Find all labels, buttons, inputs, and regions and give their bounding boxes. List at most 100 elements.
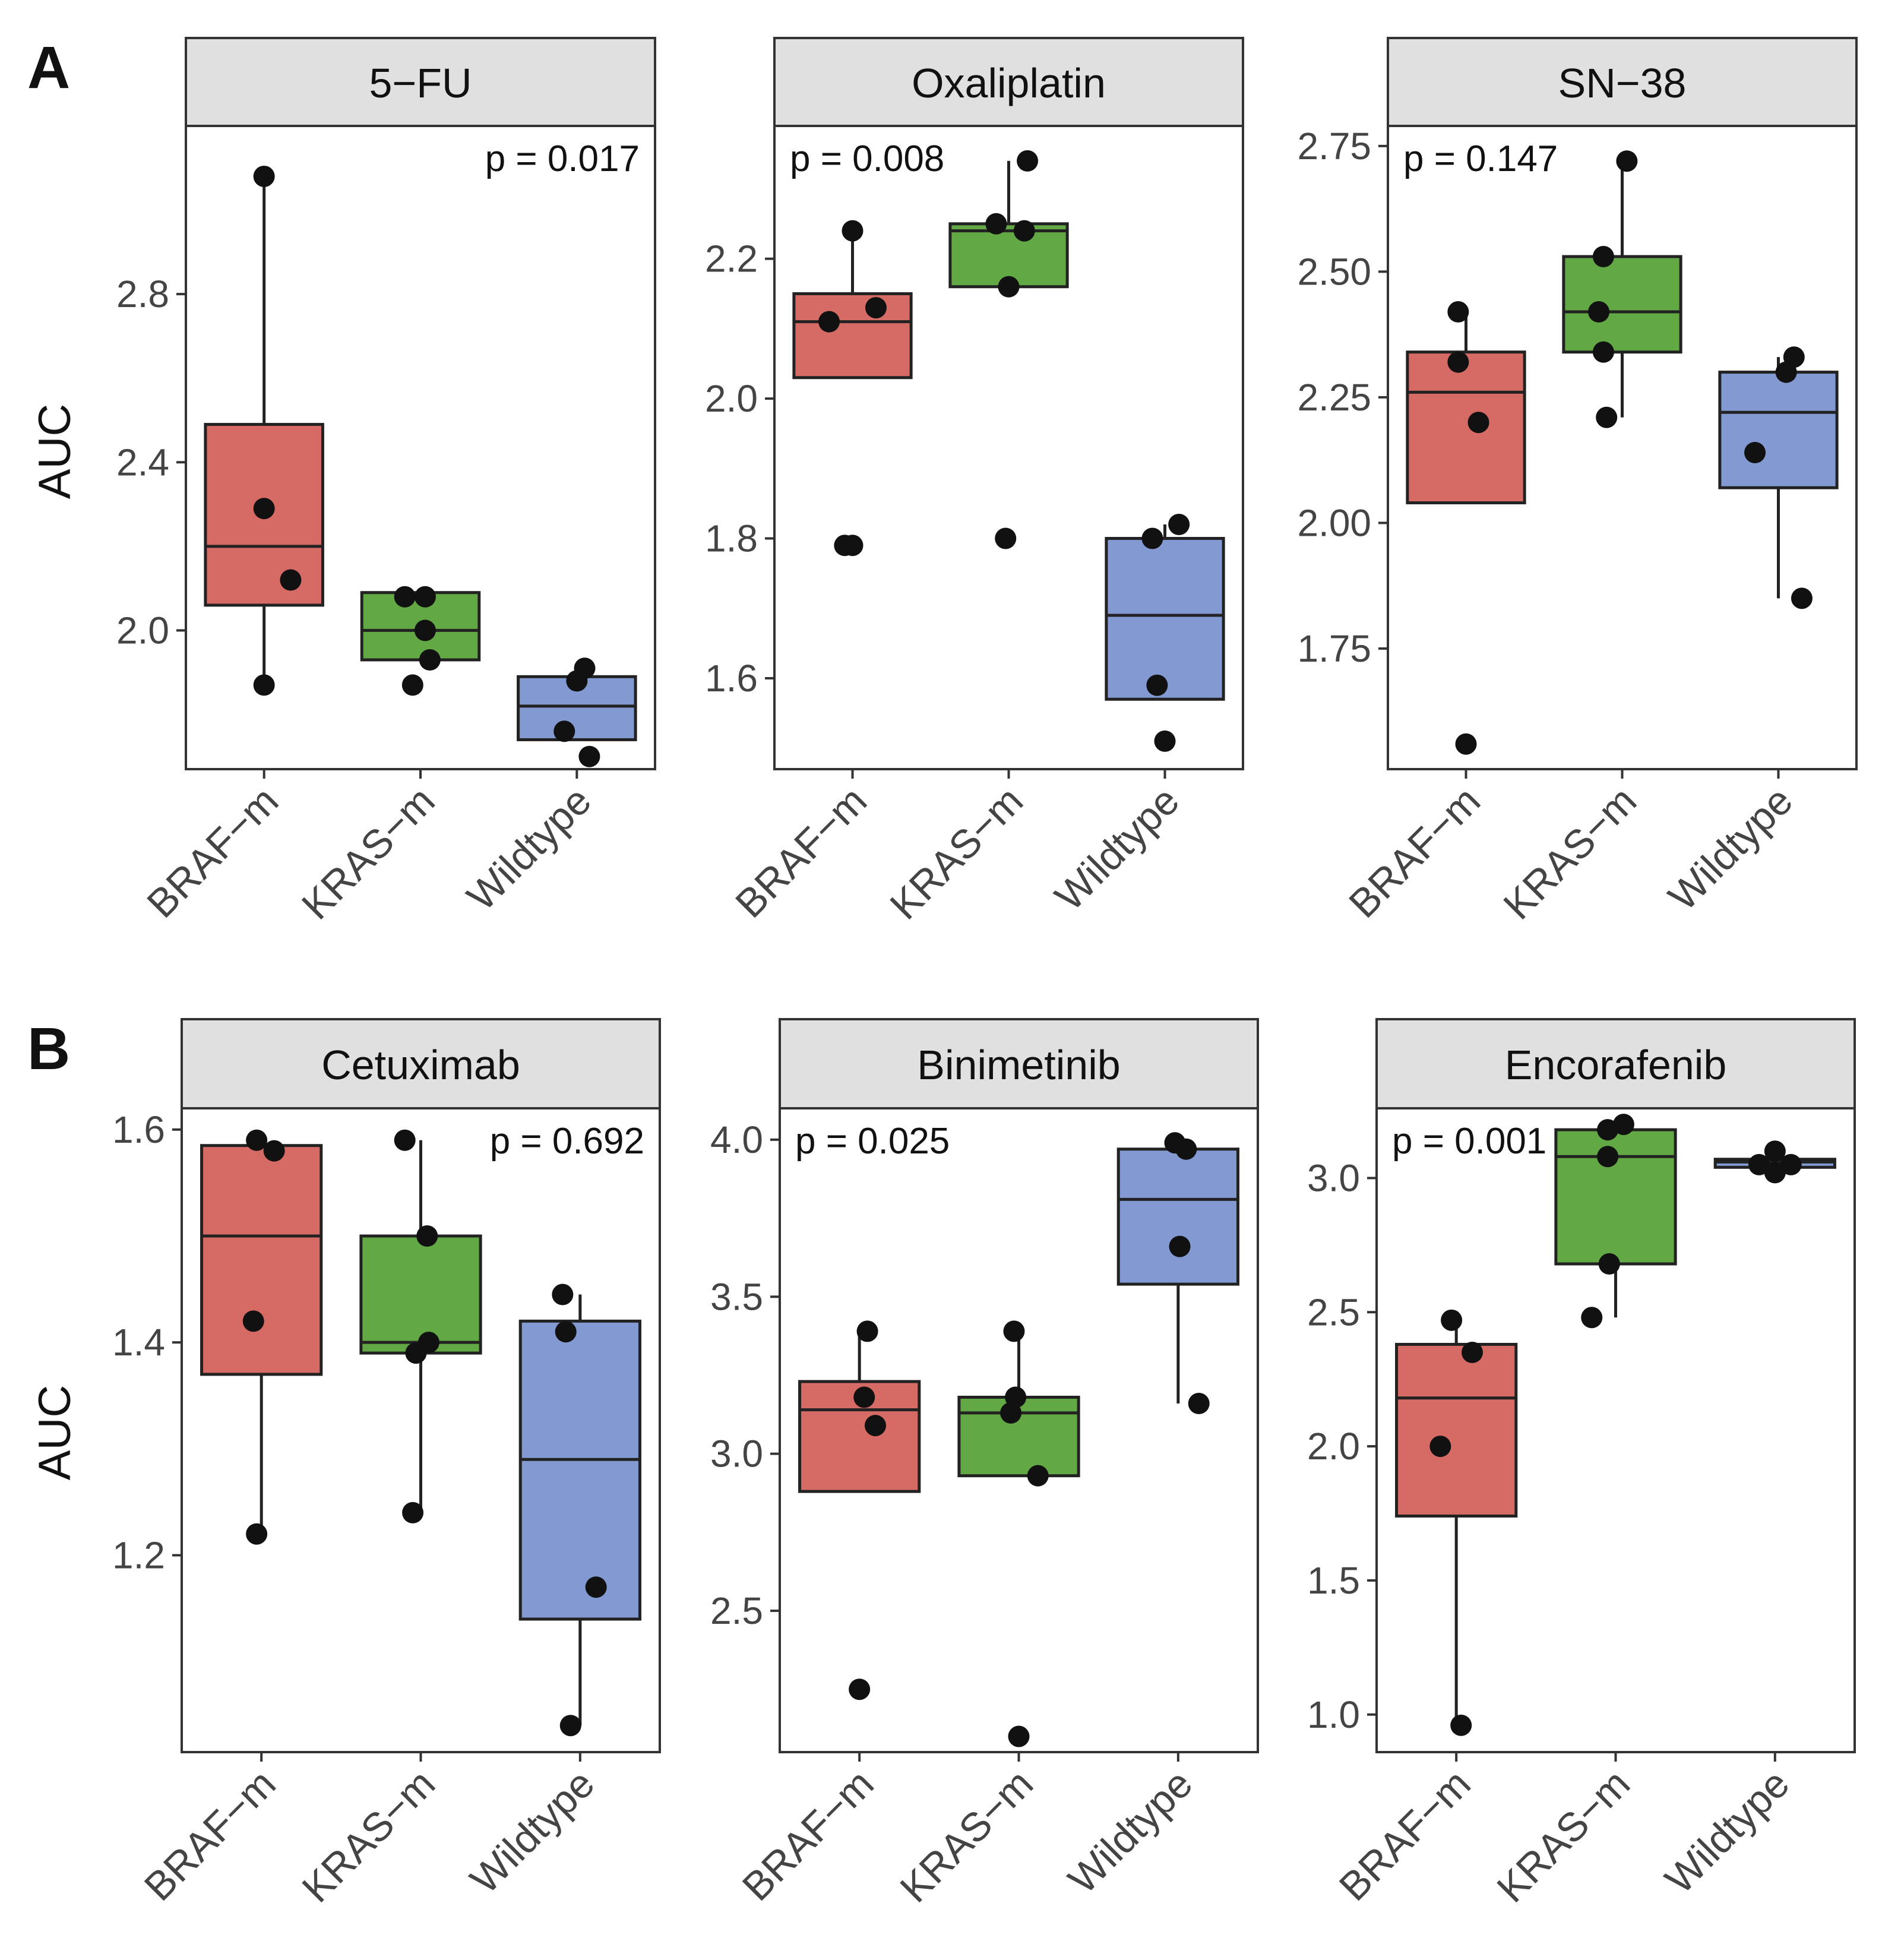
data-point [1597, 1146, 1619, 1168]
x-tick-label: Wildtype [1656, 1761, 1798, 1902]
data-point [552, 1284, 574, 1305]
data-point [1616, 150, 1638, 172]
y-tick-label: 2.4 [116, 441, 169, 483]
data-point [849, 1678, 871, 1700]
x-tick-label: KRAS−m [293, 1761, 444, 1911]
data-point [1146, 674, 1168, 696]
x-tick-label: Wildtype [1660, 778, 1801, 919]
x-tick-label: KRAS−m [881, 778, 1032, 928]
data-point [1141, 527, 1163, 549]
x-tick-label: BRAF−m [727, 778, 875, 927]
x-tick-label: KRAS−m [293, 778, 444, 928]
box-group [1105, 524, 1225, 701]
p-value-annotation: p = 0.008 [790, 138, 944, 179]
y-tick-label: 1.75 [1297, 627, 1371, 670]
data-point [1780, 1153, 1802, 1175]
data-point [1598, 1253, 1620, 1275]
data-point [585, 1576, 607, 1598]
facet-title: Oxaliplatin [912, 60, 1106, 106]
p-value-annotation: p = 0.147 [1403, 138, 1558, 179]
facet-panel: 5−FU 2.0 2.4 2.8 BRAF−m KRAS−m Wildtype p = 0.0… [116, 37, 656, 928]
data-point [242, 1310, 264, 1332]
data-point [566, 670, 588, 692]
facet-strip [181, 1018, 661, 1109]
y-tick-label: 1.8 [705, 517, 758, 560]
box-group [792, 230, 913, 380]
y-axis-title-row-b: AUC [30, 1385, 80, 1480]
y-tick-label: 1.0 [1307, 1693, 1360, 1736]
x-tick-label: BRAF−m [138, 778, 287, 927]
box [1718, 371, 1839, 489]
box [1406, 350, 1526, 505]
data-point [842, 220, 863, 242]
data-point [853, 1386, 875, 1408]
facet-title: 5−FU [369, 60, 472, 106]
data-point [1017, 150, 1039, 172]
x-tick-label: KRAS−m [1495, 778, 1645, 928]
box [792, 292, 913, 380]
y-axis-title: AUC [30, 404, 80, 499]
y-axis-title: AUC [30, 1385, 80, 1480]
data-point [1154, 730, 1176, 752]
box [1562, 255, 1682, 354]
data-point [1455, 733, 1477, 755]
data-point [253, 165, 275, 187]
x-tick-label: Wildtype [1046, 778, 1188, 919]
y-tick-label: 2.8 [116, 273, 169, 315]
data-point [1462, 1342, 1483, 1364]
data-point [1597, 1119, 1619, 1141]
facet-panel: Cetuximab 1.2 1.4 1.6 BRAF−m KRAS−m Wildtype p … [112, 1018, 661, 1911]
x-tick-label: Wildtype [458, 778, 600, 919]
data-point [246, 1523, 268, 1545]
data-point [1467, 412, 1489, 434]
box [200, 1144, 323, 1376]
data-point [578, 745, 600, 767]
data-point [1744, 441, 1766, 463]
facet-panel: Encorafenib 1.0 1.5 2.0 2.5 3.0 BRAF−m KRAS−m Wi… [1307, 1018, 1856, 1911]
box-group [1395, 1320, 1518, 1725]
data-point [1447, 301, 1469, 323]
facet-strip [773, 37, 1244, 127]
facet-title: Encorafenib [1505, 1042, 1727, 1088]
data-point [394, 586, 416, 608]
box [1105, 537, 1225, 701]
data-point [1188, 1393, 1210, 1415]
data-point [1450, 1714, 1472, 1736]
data-point [553, 720, 575, 742]
data-point [1447, 351, 1469, 373]
p-value-annotation: p = 0.692 [490, 1121, 644, 1162]
y-tick-label: 2.5 [710, 1589, 763, 1632]
data-point [555, 1321, 577, 1343]
facet-strip [1387, 37, 1858, 127]
data-point [1791, 587, 1813, 609]
box-group [1562, 161, 1682, 418]
x-tick-label: Wildtype [461, 1761, 603, 1902]
data-point [1441, 1309, 1463, 1331]
data-point [405, 1342, 427, 1364]
facet-strip [185, 37, 656, 127]
x-tick-label: KRAS−m [891, 1761, 1042, 1911]
facet-panel: Binimetinib 2.5 3.0 3.5 4.0 BRAF−m KRAS−m Wildt… [710, 1018, 1259, 1911]
data-point [818, 311, 840, 333]
x-tick-label: BRAF−m [734, 1761, 883, 1910]
x-tick-label: KRAS−m [1488, 1761, 1639, 1911]
y-axis-title-row-a: AUC [30, 404, 80, 499]
data-point [842, 535, 863, 557]
box-group [200, 1144, 323, 1534]
data-point [414, 619, 436, 641]
y-tick-label: 2.0 [1307, 1425, 1360, 1468]
box [518, 1319, 641, 1621]
y-tick-label: 3.0 [710, 1433, 763, 1475]
y-tick-label: 3.5 [710, 1275, 763, 1318]
y-tick-label: 2.75 [1297, 125, 1371, 167]
data-point [401, 674, 423, 696]
data-point [1169, 1235, 1191, 1257]
data-point [856, 1320, 878, 1342]
data-point [402, 1501, 424, 1523]
x-tick-label: BRAF−m [1331, 1761, 1479, 1910]
p-value-annotation: p = 0.017 [485, 138, 640, 179]
x-tick-label: Wildtype [1059, 1761, 1201, 1902]
y-tick-label: 2.50 [1297, 250, 1371, 293]
x-tick-label: BRAF−m [136, 1761, 284, 1910]
